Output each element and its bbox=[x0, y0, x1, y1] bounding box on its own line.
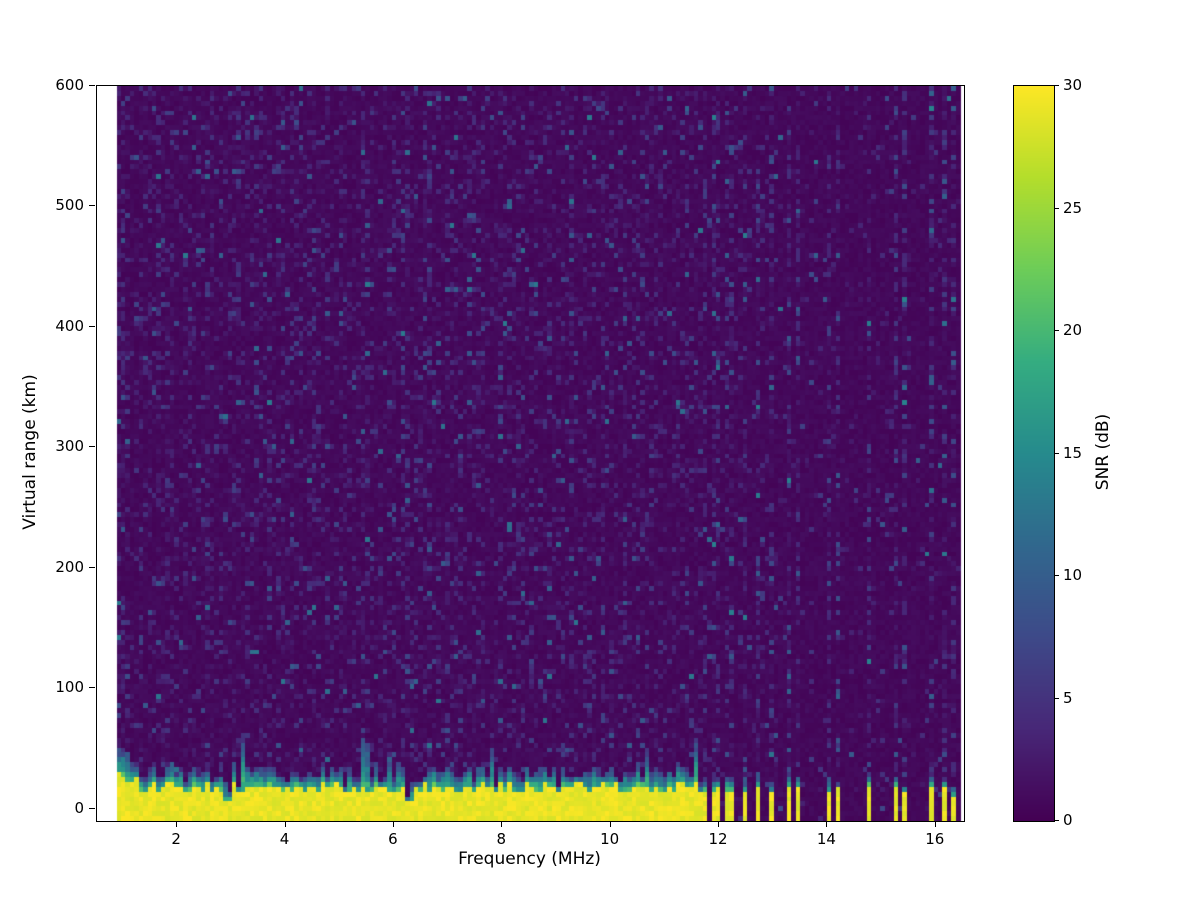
colorbar-canvas bbox=[1014, 86, 1054, 821]
x-tick-mark bbox=[501, 821, 503, 827]
colorbar-tick-label: 25 bbox=[1063, 198, 1083, 217]
y-tick-label: 300 bbox=[55, 437, 84, 456]
y-tick-label: 0 bbox=[74, 798, 84, 817]
x-tick-mark bbox=[392, 821, 394, 827]
x-tick-mark bbox=[718, 821, 720, 827]
y-tick-label: 500 bbox=[55, 196, 84, 215]
x-tick-mark bbox=[284, 821, 286, 827]
x-tick-label: 14 bbox=[816, 830, 836, 848]
plot-area bbox=[96, 85, 965, 822]
colorbar-tick-label: 10 bbox=[1063, 566, 1083, 584]
x-tick-label: 8 bbox=[496, 830, 507, 848]
colorbar-label: SNR (dB) bbox=[1093, 413, 1113, 491]
colorbar-tick-mark bbox=[1054, 85, 1059, 86]
colorbar-tick-label: 30 bbox=[1063, 76, 1083, 94]
colorbar bbox=[1013, 85, 1055, 822]
y-tick-mark bbox=[89, 205, 95, 207]
x-tick-label: 4 bbox=[279, 830, 290, 848]
colorbar-tick-mark bbox=[1054, 330, 1059, 331]
colorbar-tick-mark bbox=[1054, 575, 1059, 576]
colorbar-tick-mark bbox=[1054, 697, 1059, 699]
y-tick-mark bbox=[89, 566, 95, 568]
x-tick-mark bbox=[826, 821, 828, 827]
x-tick-mark bbox=[176, 821, 178, 827]
colorbar-tick-mark bbox=[1054, 820, 1059, 821]
y-tick-mark bbox=[89, 446, 95, 448]
y-tick-mark bbox=[89, 85, 95, 86]
colorbar-tick-label: 15 bbox=[1063, 443, 1083, 462]
x-tick-mark bbox=[609, 821, 611, 827]
y-tick-label: 400 bbox=[55, 316, 84, 335]
y-tick-mark bbox=[89, 687, 95, 689]
x-tick-mark bbox=[934, 821, 936, 827]
x-tick-label: 12 bbox=[708, 830, 728, 848]
colorbar-tick-mark bbox=[1054, 452, 1059, 454]
y-tick-mark bbox=[89, 807, 95, 809]
x-tick-label: 10 bbox=[600, 830, 620, 848]
x-tick-label: 16 bbox=[925, 830, 945, 848]
colorbar-tick-label: 0 bbox=[1063, 811, 1073, 829]
y-tick-label: 100 bbox=[55, 678, 84, 697]
colorbar-tick-label: 5 bbox=[1063, 688, 1073, 707]
colorbar-tick-label: 20 bbox=[1063, 321, 1083, 339]
heatmap-canvas bbox=[97, 86, 964, 821]
y-tick-mark bbox=[89, 325, 95, 327]
x-tick-label: 6 bbox=[388, 830, 398, 848]
x-axis-label: Frequency (MHz) bbox=[458, 849, 601, 869]
x-tick-label: 2 bbox=[171, 830, 181, 848]
y-tick-label: 600 bbox=[55, 76, 84, 94]
colorbar-tick-mark bbox=[1054, 207, 1059, 209]
y-tick-label: 200 bbox=[55, 557, 84, 576]
